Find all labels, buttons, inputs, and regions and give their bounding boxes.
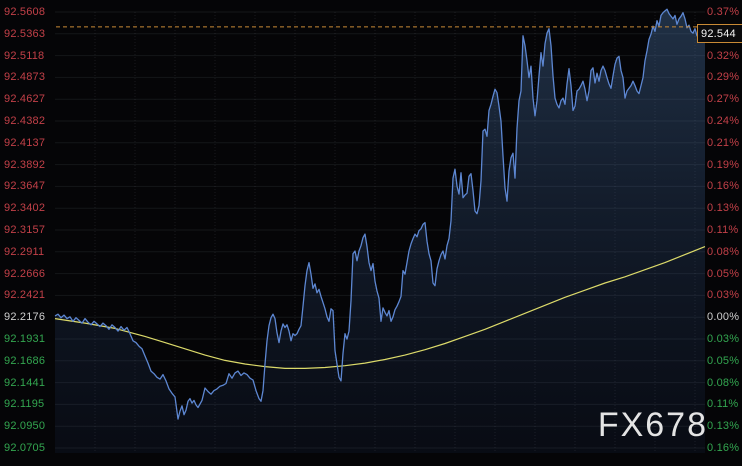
percent-tick-label: 0.24% (707, 115, 740, 127)
percent-tick-label: 0.16% (707, 442, 740, 454)
price-tick-label: 92.2421 (4, 289, 46, 302)
price-tick-label: 92.5363 (4, 27, 46, 40)
price-tick-label: 92.4137 (4, 136, 46, 149)
price-tick-label: 92.2666 (4, 267, 46, 280)
price-tick-label: 92.4627 (4, 93, 46, 106)
price-tick-label: 92.4382 (4, 115, 46, 127)
percent-tick-label: 0.32% (707, 49, 740, 62)
last-price-box: 92.544 (697, 24, 742, 43)
percent-tick-label: 0.13% (707, 420, 740, 433)
last-price-value: 92.544 (701, 27, 736, 40)
percent-tick-label: 0.05% (707, 267, 740, 280)
percent-axis: 0.37%0.35%0.32%0.29%0.27%0.24%0.21%0.19%… (707, 0, 742, 466)
percent-tick-label: 0.03% (707, 289, 740, 302)
price-tick-label: 92.3157 (4, 224, 46, 236)
price-tick-label: 92.1195 (4, 398, 45, 411)
price-tick-label: 92.1686 (4, 354, 46, 367)
price-tick-label: 92.0705 (4, 442, 46, 454)
price-tick-label: 92.5608 (4, 6, 46, 18)
price-tick-label: 92.3892 (4, 158, 46, 171)
percent-tick-label: 0.37% (707, 6, 740, 18)
percent-tick-label: 0.05% (707, 354, 740, 367)
percent-tick-label: 0.11% (707, 398, 739, 411)
price-tick-label: 92.3647 (4, 180, 46, 193)
watermark-logo: FX678 (597, 406, 708, 444)
percent-tick-label: 0.21% (707, 136, 740, 149)
percent-tick-label: 0.03% (707, 333, 740, 345)
percent-tick-label: 0.16% (707, 180, 740, 193)
price-axis: 92.5608 92.5363 92.5118 92.4873 92.4627 92.43… (4, 0, 54, 466)
price-tick-label: 92.2911 (4, 245, 45, 258)
percent-tick-label: 0.19% (707, 158, 740, 171)
price-tick-label: 92.4873 (4, 71, 46, 84)
price-tick-label: 92.1441 (4, 376, 46, 389)
percent-tick-label: 0.11% (707, 224, 739, 236)
percent-tick-label: 0.13% (707, 202, 740, 215)
price-tick-label: 92.1931 (4, 333, 46, 345)
percent-tick-label: 0.00% (707, 311, 740, 324)
price-tick-label: 92.0950 (4, 420, 46, 433)
percent-tick-label: 0.08% (707, 245, 740, 258)
price-tick-label: 92.2176 (4, 311, 46, 324)
percent-tick-label: 0.08% (707, 376, 740, 389)
price-tick-label: 92.5118 (4, 49, 45, 62)
percent-tick-label: 0.27% (707, 93, 740, 106)
percent-tick-label: 0.29% (707, 71, 740, 84)
price-tick-label: 92.3402 (4, 202, 46, 215)
